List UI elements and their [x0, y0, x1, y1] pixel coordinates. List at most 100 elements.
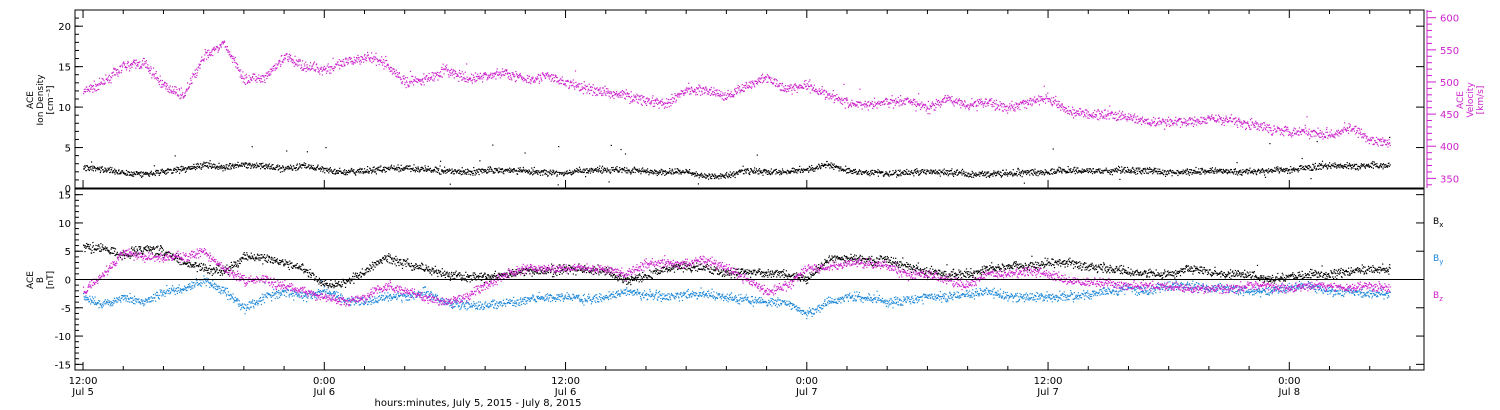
data-point	[125, 169, 128, 172]
data-point	[1344, 129, 1346, 131]
data-point	[1004, 108, 1006, 111]
data-point	[164, 172, 166, 174]
data-point	[302, 163, 304, 166]
data-point	[982, 106, 984, 108]
data-point	[789, 84, 791, 86]
data-point	[1252, 124, 1255, 126]
data-point	[204, 54, 206, 56]
data-point	[172, 169, 174, 171]
data-point	[319, 167, 321, 169]
data-point	[513, 169, 515, 171]
data-point	[667, 101, 669, 103]
data-point	[727, 175, 729, 178]
data-point	[87, 165, 89, 168]
data-point	[1315, 131, 1317, 133]
data-point	[472, 74, 474, 76]
data-point	[914, 101, 916, 103]
data-point	[413, 170, 415, 172]
data-point	[101, 82, 103, 85]
data-point	[859, 101, 861, 103]
data-point	[833, 95, 835, 97]
data-point	[152, 73, 154, 75]
data-point	[1262, 129, 1264, 132]
data-point	[554, 74, 556, 76]
data-point	[202, 163, 204, 165]
data-point	[532, 173, 535, 175]
data-point	[664, 174, 666, 176]
data-point	[1128, 113, 1130, 115]
data-point	[1349, 125, 1351, 127]
data-point	[633, 96, 635, 98]
data-point	[1001, 106, 1003, 108]
data-point	[1078, 114, 1080, 116]
data-point	[232, 55, 234, 58]
data-point	[766, 81, 768, 83]
data-point	[505, 69, 507, 71]
data-point	[123, 64, 125, 66]
data-point	[431, 72, 433, 74]
data-point	[307, 166, 309, 168]
data-point	[403, 168, 405, 170]
data-point	[783, 86, 785, 88]
data-point	[1183, 117, 1185, 120]
data-point	[653, 102, 655, 104]
data-point	[841, 100, 843, 102]
data-point	[493, 73, 496, 75]
data-point	[1087, 114, 1089, 116]
data-point	[652, 105, 654, 108]
data-point	[585, 168, 587, 170]
data-point	[542, 174, 544, 176]
data-point	[1358, 132, 1360, 134]
data-point	[663, 103, 665, 105]
data-point	[991, 98, 993, 100]
data-point	[846, 99, 849, 101]
data-point	[912, 101, 914, 104]
data-point	[1214, 120, 1217, 122]
data-point	[880, 104, 882, 106]
data-point	[622, 169, 624, 171]
data-point	[954, 173, 956, 175]
data-point	[369, 59, 371, 61]
data-point	[434, 72, 436, 74]
data-point	[754, 167, 756, 169]
data-point	[891, 99, 893, 101]
data-point	[481, 78, 483, 80]
data-point	[532, 174, 534, 176]
data-point	[752, 83, 754, 85]
data-point	[1210, 115, 1213, 117]
data-point	[804, 169, 807, 171]
data-point	[358, 171, 360, 173]
data-point	[956, 98, 958, 100]
data-point	[171, 86, 174, 88]
data-point	[1094, 109, 1096, 112]
data-point	[458, 169, 460, 171]
data-point	[1040, 100, 1042, 102]
data-point	[483, 171, 485, 173]
data-point	[823, 164, 825, 166]
data-point	[867, 101, 869, 103]
data-point	[1051, 105, 1053, 107]
data-point	[470, 171, 473, 173]
data-point	[532, 77, 534, 80]
data-point	[958, 172, 960, 174]
data-point	[1356, 130, 1359, 132]
data-point	[536, 78, 538, 80]
data-point	[398, 167, 400, 169]
data-point	[966, 106, 968, 108]
data-point	[250, 78, 252, 80]
data-point	[105, 169, 107, 171]
data-point	[551, 79, 553, 81]
data-point	[1305, 133, 1307, 135]
data-point	[1107, 113, 1109, 115]
data-point	[689, 91, 692, 93]
data-point	[947, 96, 949, 99]
data-point	[114, 74, 117, 76]
data-point	[178, 88, 180, 90]
data-point	[968, 176, 970, 178]
data-point	[402, 76, 404, 78]
data-point	[515, 80, 517, 82]
data-point	[758, 77, 760, 79]
data-point	[255, 79, 257, 81]
data-point	[1225, 118, 1227, 120]
data-point	[656, 171, 658, 173]
